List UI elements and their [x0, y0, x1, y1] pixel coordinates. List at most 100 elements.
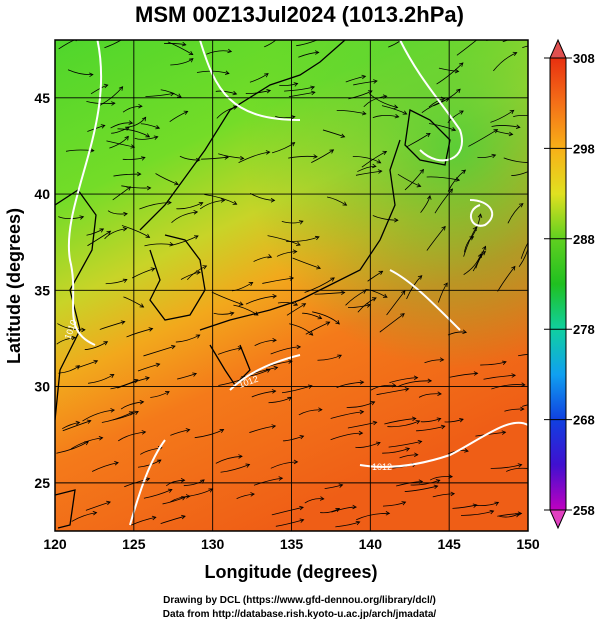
streamline-arrowhead — [340, 290, 346, 295]
streamline-arrowhead — [155, 362, 161, 368]
streamline — [107, 210, 128, 215]
streamline-arrowhead — [176, 93, 182, 98]
x-tick-label: 145 — [437, 536, 461, 552]
streamline-arrowhead — [232, 200, 238, 205]
streamline-arrowhead — [404, 35, 408, 39]
streamline-arrowhead — [481, 251, 486, 256]
streamline-arrowhead — [293, 301, 299, 306]
streamline-arrowhead — [370, 401, 376, 406]
streamline-arrowhead — [529, 235, 533, 239]
y-axis-ticks: 25 30 35 40 45 — [34, 90, 50, 491]
streamline-arrowhead — [371, 297, 377, 302]
streamline-arrowhead — [141, 116, 147, 122]
streamline-arrowhead — [124, 135, 129, 141]
streamline — [365, 288, 388, 298]
streamline — [331, 506, 357, 513]
streamline — [58, 365, 80, 374]
streamline — [150, 391, 170, 398]
streamline — [330, 411, 364, 419]
streamline-arrowhead — [103, 341, 109, 346]
streamline-arrowhead — [517, 463, 523, 468]
streamline-arrowhead — [405, 447, 411, 452]
streamline — [477, 154, 496, 159]
streamline — [274, 115, 295, 119]
streamline — [104, 228, 127, 240]
streamline-arrowhead — [130, 144, 136, 149]
streamline-arrowhead — [337, 354, 342, 359]
streamline — [254, 339, 277, 346]
streamline-arrowhead — [425, 132, 431, 138]
streamline-arrowhead — [482, 245, 487, 251]
streamline — [429, 476, 453, 481]
y-axis-label: Latitude (degrees) — [4, 208, 24, 364]
streamline — [452, 504, 477, 509]
colorbar-tick-label: 298 — [573, 141, 595, 156]
streamline-arrowhead — [440, 424, 446, 430]
streamline-arrowhead — [123, 211, 128, 217]
streamline-arrowhead — [110, 408, 116, 413]
streamline — [384, 418, 416, 425]
x-tick-label: 120 — [43, 536, 67, 552]
streamline — [387, 420, 420, 428]
streamline — [88, 374, 115, 384]
streamline-arrowhead — [150, 267, 156, 272]
streamline — [281, 220, 304, 224]
streamline — [311, 149, 334, 163]
streamline — [447, 331, 467, 336]
streamline — [143, 489, 173, 499]
streamline — [144, 243, 174, 247]
streamline — [327, 196, 347, 206]
streamline — [125, 117, 147, 128]
streamline-arrowhead — [394, 217, 399, 223]
streamline — [211, 291, 244, 306]
streamline — [82, 409, 115, 422]
streamline-arrowhead — [114, 461, 119, 466]
streamline — [447, 110, 464, 124]
streamline-arrowhead — [376, 159, 382, 164]
streamline — [56, 441, 89, 454]
streamline — [170, 429, 190, 436]
streamline — [404, 485, 438, 492]
streamline-arrowhead — [139, 399, 145, 405]
streamline-arrowhead — [290, 115, 296, 120]
streamline-arrowhead — [185, 428, 191, 433]
streamline-arrowhead — [540, 351, 544, 355]
streamline-arrowhead — [451, 127, 457, 132]
streamline-arrowhead — [411, 416, 417, 422]
streamline — [298, 409, 322, 416]
streamline-arrowhead — [414, 452, 419, 457]
streamline — [497, 513, 522, 517]
streamline — [304, 498, 324, 504]
streamline-arrowhead — [459, 110, 464, 115]
streamline — [139, 202, 172, 210]
contour-label: 1012 — [372, 462, 392, 472]
streamline — [199, 199, 225, 210]
streamline — [123, 296, 144, 308]
streamline — [194, 429, 224, 439]
streamline-arrowhead — [401, 290, 406, 295]
streamline — [483, 374, 516, 380]
streamline — [271, 142, 295, 154]
streamline — [368, 93, 398, 108]
streamline — [85, 501, 111, 511]
streamline — [357, 165, 376, 172]
streamline-arrowhead — [450, 491, 456, 497]
streamline-arrowhead — [181, 41, 187, 47]
streamline-arrowhead — [134, 410, 139, 415]
streamline-arrowhead — [79, 215, 85, 220]
streamline — [330, 432, 363, 441]
streamline-arrowhead — [402, 110, 408, 115]
streamline-arrowhead — [233, 105, 238, 110]
streamline — [296, 40, 319, 47]
streamline-arrowhead — [521, 382, 526, 387]
streamline — [298, 52, 319, 58]
streamline-arrowhead — [530, 169, 534, 172]
streamline-arrowhead — [272, 294, 278, 299]
streamline — [71, 512, 97, 522]
streamline-arrowhead — [133, 379, 139, 384]
streamline — [292, 257, 321, 269]
streamline — [518, 353, 528, 357]
streamline-arrowhead — [509, 109, 515, 115]
streamline-arrowhead — [511, 265, 516, 271]
